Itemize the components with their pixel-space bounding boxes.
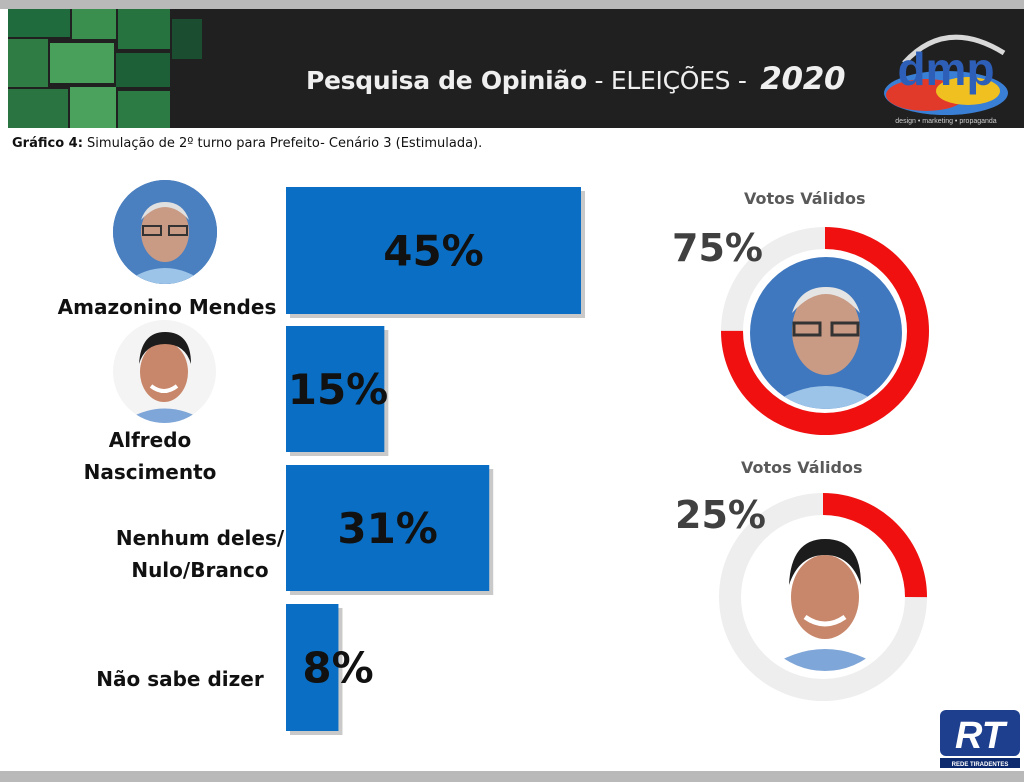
bar xyxy=(286,604,339,731)
donut-avatar-amazonino xyxy=(748,255,904,411)
donut-avatar-alfredo xyxy=(749,521,901,673)
subtitle-text: Simulação de 2º turno para Prefeito- Cen… xyxy=(82,136,483,151)
dmp-logo: dmp design • marketing • propaganda xyxy=(884,34,1008,125)
top-strip xyxy=(0,0,1024,9)
bar-value-label: 45% xyxy=(383,227,484,276)
avatar-amazonino xyxy=(113,180,217,284)
candidate-portrait-icon xyxy=(751,523,899,671)
label-nenhum-2: Nulo/Branco xyxy=(131,558,269,582)
candidate-name-alfredo-2: Nascimento xyxy=(83,460,217,484)
rt-logo-text: RT xyxy=(955,715,1008,757)
bar xyxy=(286,465,490,591)
bar-value-label: 31% xyxy=(337,504,438,553)
donut-pct-1: 75% xyxy=(672,226,763,270)
logo-tagline: design • marketing • propaganda xyxy=(895,118,997,125)
bar xyxy=(286,326,385,452)
header-title: Pesquisa de Opinião - ELEIÇÕES - 2020 xyxy=(306,61,846,97)
header-title-main: Pesquisa de Opinião xyxy=(306,66,587,95)
logo-text: dmp xyxy=(897,43,994,95)
candidate-portrait-icon xyxy=(750,257,902,409)
rede-tiradentes-logo: RT REDE TIRADENTES xyxy=(940,710,1020,768)
header-year: 2020 xyxy=(760,61,846,97)
chart-subtitle: Gráfico 4: Simulação de 2º turno para Pr… xyxy=(12,136,482,151)
candidate-portrait-icon xyxy=(113,320,216,423)
header-banner: Pesquisa de Opinião - ELEIÇÕES - 2020 dm… xyxy=(8,9,1024,128)
candidate-name-alfredo-1: Alfredo xyxy=(108,428,192,452)
donut-title-1: Votos Válidos xyxy=(744,189,866,208)
donut-title-2: Votos Válidos xyxy=(741,458,863,477)
candidate-name-amazonino: Amazonino Mendes xyxy=(57,295,277,319)
donut-pct-2: 25% xyxy=(675,493,766,537)
decorative-squares xyxy=(8,9,202,128)
rt-logo-tagline: REDE TIRADENTES xyxy=(952,762,1009,768)
subtitle-label: Gráfico 4: xyxy=(12,136,83,151)
bar-value-label: 15% xyxy=(288,365,389,414)
donut-slice-1 xyxy=(721,227,929,435)
donut-slice-2 xyxy=(719,493,927,701)
header-title-suffix: - ELEIÇÕES - xyxy=(586,66,755,95)
label-nao-sabe: Não sabe dizer xyxy=(96,667,264,691)
label-nenhum-1: Nenhum deles/ xyxy=(115,526,285,550)
bar xyxy=(286,187,581,314)
bar-value-label: 8% xyxy=(302,644,373,693)
bottom-strip xyxy=(0,771,1024,782)
avatar-alfredo xyxy=(113,320,216,423)
candidate-portrait-icon xyxy=(113,180,217,284)
